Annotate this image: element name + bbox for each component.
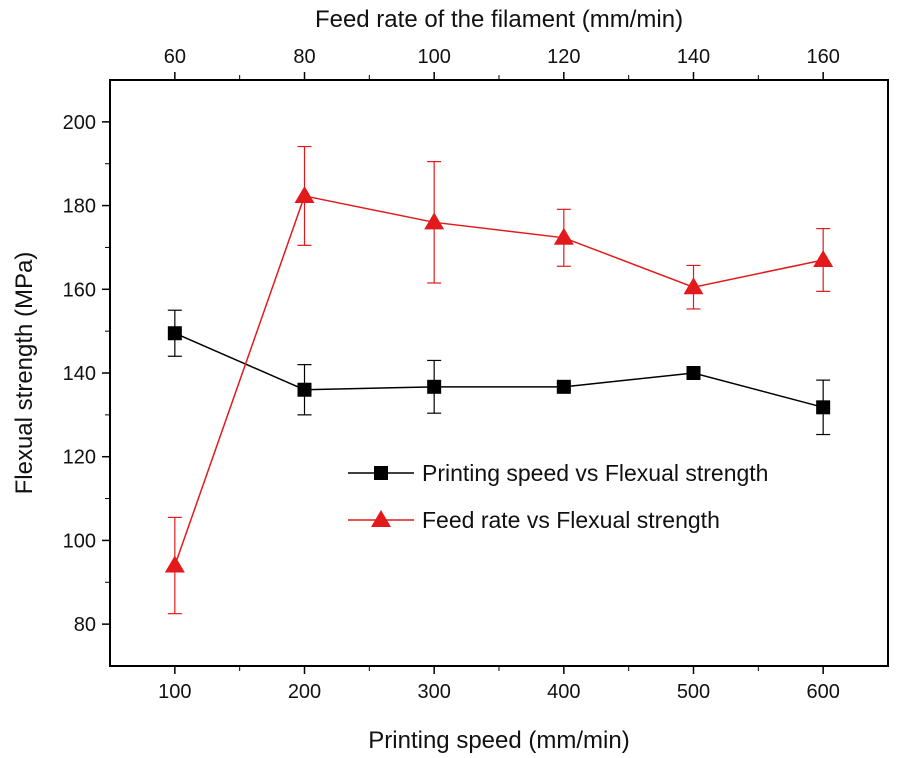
feed-rate-data-point [813, 249, 834, 267]
y-axis-tick-label: 180 [63, 196, 96, 218]
top-axis-tick-label: 100 [417, 46, 450, 68]
bottom-axis-tick-label: 600 [806, 681, 839, 703]
legend-marker-feed-rate [371, 510, 391, 527]
bottom-axis-title: Printing speed (mm/min) [368, 727, 629, 754]
axis-ticks: 100 200 300 400 500 600 60 80 100 120 140 160 80 100 1… [63, 46, 840, 703]
legend-label-printing-speed: Printing speed vs Flexual strength [422, 460, 768, 486]
printing-speed-data-point [556, 379, 571, 394]
bottom-axis-tick-label: 500 [677, 681, 710, 703]
printing-speed-data-point [686, 366, 701, 380]
printing-speed-data-point [427, 379, 442, 394]
printing-speed-data-point [297, 382, 312, 397]
y-axis-tick-label: 160 [63, 279, 96, 301]
bottom-axis-tick-label: 400 [547, 681, 580, 703]
feed-rate-data-point [553, 227, 574, 245]
printing-speed-data-point [167, 326, 182, 341]
y-axis-title: Flexual strength (MPa) [11, 252, 38, 495]
feed-rate-data-point [164, 555, 185, 573]
top-axis-tick-label: 80 [293, 46, 315, 68]
y-axis-tick-label: 120 [63, 447, 96, 469]
series-layer [164, 145, 834, 615]
feed-rate-series-line [174, 195, 824, 566]
top-axis-tick-label: 120 [547, 46, 580, 68]
top-axis-title: Feed rate of the filament (mm/min) [315, 6, 683, 33]
top-axis-tick-label: 60 [164, 46, 186, 68]
bottom-axis-tick-label: 100 [158, 681, 191, 703]
bottom-axis-tick-label: 300 [417, 681, 450, 703]
y-axis-tick-label: 100 [63, 530, 96, 552]
plot-frame [109, 79, 889, 667]
legend-marker-printing-speed [374, 466, 388, 480]
top-axis-tick-label: 160 [806, 46, 839, 68]
printing-speed-data-point [816, 400, 831, 415]
feed-rate-data-point [683, 277, 704, 295]
legend-label-feed-rate: Feed rate vs Flexual strength [422, 507, 720, 533]
feed-rate-data-point [294, 185, 315, 203]
bottom-axis-tick-label: 200 [288, 681, 321, 703]
legend: Printing speed vs Flexual strength Feed … [348, 460, 768, 533]
printing-speed-series-line [174, 332, 824, 409]
y-axis-tick-label: 200 [63, 112, 96, 134]
y-axis-tick-label: 80 [74, 614, 96, 636]
y-axis-tick-label: 140 [63, 363, 96, 385]
feed-rate-data-point [424, 212, 445, 230]
top-axis-tick-label: 140 [677, 46, 710, 68]
